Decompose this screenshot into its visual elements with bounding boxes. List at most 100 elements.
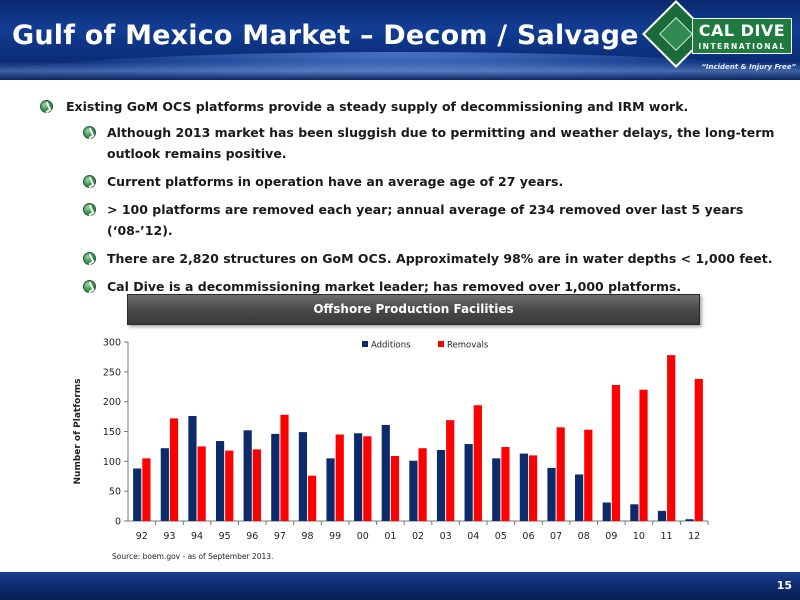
removals-bar xyxy=(528,455,538,521)
y-axis-label: Number of Platforms xyxy=(73,379,83,485)
legend-label: Additions xyxy=(371,341,411,351)
x-tick-label: 93 xyxy=(163,531,175,542)
removals-bar xyxy=(667,355,676,521)
removals-bar xyxy=(418,448,427,521)
additions-bar xyxy=(298,432,308,521)
sub-bullet-item: Cal Dive is a decommissioning market lea… xyxy=(40,276,780,297)
removals-bar xyxy=(501,447,510,521)
x-tick-label: 96 xyxy=(246,531,258,542)
checkmark-bullet-icon xyxy=(83,175,96,188)
x-tick-label: 97 xyxy=(274,531,286,542)
y-tick-label: 0 xyxy=(115,517,121,528)
x-tick-label: 99 xyxy=(329,531,341,542)
x-tick-label: 11 xyxy=(661,531,673,542)
checkmark-bullet-icon xyxy=(83,252,96,265)
additions-bar xyxy=(188,415,197,521)
chart-banner: Offshore Production Facilities xyxy=(127,294,700,325)
logo-brand-sub: INTERNATIONAL xyxy=(698,42,786,51)
x-tick-label: 12 xyxy=(688,531,700,542)
logo-brand-name: CAL DIVE xyxy=(698,21,786,40)
bullet-text: > 100 platforms are removed each year; a… xyxy=(107,202,744,238)
x-tick-label: 00 xyxy=(357,531,369,542)
bullet-text: Although 2013 market has been sluggish d… xyxy=(107,125,775,161)
checkmark-bullet-icon xyxy=(83,203,96,216)
x-tick-label: 08 xyxy=(578,531,590,542)
x-tick-label: 10 xyxy=(633,531,645,542)
additions-bar xyxy=(464,444,473,521)
x-tick-label: 94 xyxy=(191,531,203,542)
x-tick-label: 09 xyxy=(605,531,617,542)
legend-label: Removals xyxy=(447,341,489,351)
removals-bar xyxy=(308,475,317,521)
additions-bar xyxy=(492,458,501,521)
x-tick-label: 92 xyxy=(136,531,148,542)
removals-bar xyxy=(197,446,206,521)
additions-bar xyxy=(381,424,390,521)
sub-bullet-item: Current platforms in operation have an a… xyxy=(40,171,780,192)
additions-bar xyxy=(602,502,611,521)
additions-bar xyxy=(215,441,225,521)
removals-bar xyxy=(363,436,372,521)
legend-swatch xyxy=(362,341,368,347)
y-tick-label: 300 xyxy=(103,338,121,349)
removals-bar xyxy=(473,405,482,521)
footer-bar: 15 xyxy=(0,572,800,600)
bullet-item: Existing GoM OCS platforms provide a ste… xyxy=(40,96,780,117)
bullet-text: Current platforms in operation have an a… xyxy=(107,174,564,189)
header-bar: Gulf of Mexico Market – Decom / Salvage … xyxy=(0,0,800,80)
y-tick-label: 250 xyxy=(103,367,121,378)
additions-bar xyxy=(271,433,280,521)
y-tick-label: 200 xyxy=(103,397,121,408)
bullet-list: Existing GoM OCS platforms provide a ste… xyxy=(40,96,780,304)
removals-bar xyxy=(169,418,179,521)
sub-bullet-item: Although 2013 market has been sluggish d… xyxy=(40,122,780,164)
x-tick-label: 01 xyxy=(384,531,396,542)
removals-bar xyxy=(639,389,648,521)
bullet-text: There are 2,820 structures on GoM OCS. A… xyxy=(107,251,773,266)
removals-bar xyxy=(446,420,455,521)
y-tick-label: 100 xyxy=(103,457,121,468)
additions-bar xyxy=(436,449,446,521)
x-tick-label: 02 xyxy=(412,531,424,542)
additions-bar xyxy=(409,460,418,521)
x-tick-label: 06 xyxy=(522,531,534,542)
bullet-text: Cal Dive is a decommissioning market lea… xyxy=(107,279,682,294)
header-wave xyxy=(0,62,800,80)
source-note: Source: boem.gov - as of September 2013. xyxy=(112,552,274,561)
additions-bar xyxy=(630,504,639,521)
checkmark-bullet-icon xyxy=(83,126,96,139)
sub-bullet-item: There are 2,820 structures on GoM OCS. A… xyxy=(40,248,780,269)
additions-bar xyxy=(519,453,528,521)
x-tick-label: 05 xyxy=(495,531,507,542)
additions-bar xyxy=(243,430,252,521)
page-title: Gulf of Mexico Market – Decom / Salvage xyxy=(12,20,639,51)
logo-brand-box: CAL DIVE INTERNATIONAL xyxy=(692,18,792,54)
logo-tagline: “Incident & Injury Free” xyxy=(701,63,796,71)
removals-bar xyxy=(390,455,400,521)
additions-bar xyxy=(160,448,169,521)
additions-bar xyxy=(326,458,335,521)
x-tick-label: 04 xyxy=(467,531,479,542)
checkmark-bullet-icon xyxy=(40,100,53,113)
x-tick-label: 07 xyxy=(550,531,562,542)
page-number: 15 xyxy=(776,579,792,592)
removals-bar xyxy=(584,429,593,521)
bullet-text: Existing GoM OCS platforms provide a ste… xyxy=(66,99,689,114)
additions-bar xyxy=(133,468,142,521)
x-tick-label: 95 xyxy=(219,531,231,542)
additions-bar xyxy=(657,510,667,521)
additions-bar xyxy=(685,519,694,521)
sub-bullet-item: > 100 platforms are removed each year; a… xyxy=(40,199,780,241)
additions-bar xyxy=(547,467,556,521)
removals-bar xyxy=(225,450,234,521)
x-tick-label: 03 xyxy=(440,531,452,542)
removals-bar xyxy=(252,449,261,521)
removals-bar xyxy=(142,458,151,521)
y-tick-label: 150 xyxy=(103,427,121,438)
removals-bar xyxy=(335,434,344,521)
removals-bar xyxy=(694,378,703,521)
company-logo: CAL DIVE INTERNATIONAL “Incident & Injur… xyxy=(642,0,796,76)
removals-bar xyxy=(280,414,289,521)
additions-bar xyxy=(354,433,363,521)
